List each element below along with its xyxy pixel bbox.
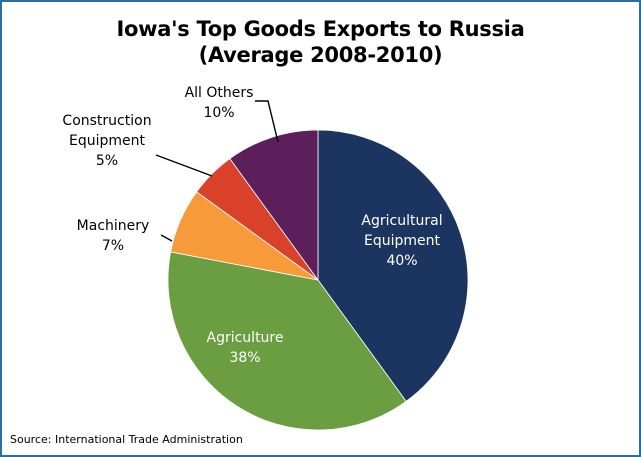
slice-percent-2: 7%	[102, 238, 124, 254]
slice-label-2: Machinery	[77, 218, 150, 234]
leader-line-2	[160, 234, 173, 242]
chart-title: Iowa's Top Goods Exports to Russia (Aver…	[2, 16, 639, 68]
slice-label-3: Equipment	[69, 133, 146, 149]
pie-slice-1	[167, 251, 407, 431]
slice-label-1: Agriculture	[207, 330, 284, 346]
source-note: Source: International Trade Administrati…	[10, 433, 243, 446]
pie-slice-4	[229, 129, 319, 282]
slice-percent-4: 10%	[203, 105, 234, 121]
slice-label-4: All Others	[185, 85, 254, 101]
leader-line-3	[155, 154, 213, 177]
leader-line-4	[255, 100, 279, 143]
pie-slice-0	[317, 129, 469, 402]
chart-title-line1: Iowa's Top Goods Exports to Russia	[116, 17, 525, 41]
slice-percent-3: 5%	[96, 153, 118, 169]
slice-label-3: Construction	[62, 113, 151, 129]
slice-label-0: Agricultural	[361, 213, 442, 229]
slice-percent-1: 38%	[229, 350, 260, 366]
chart-title-line2: (Average 2008-2010)	[198, 43, 443, 67]
slice-label-0: Equipment	[364, 233, 441, 249]
slice-percent-0: 40%	[386, 253, 417, 269]
